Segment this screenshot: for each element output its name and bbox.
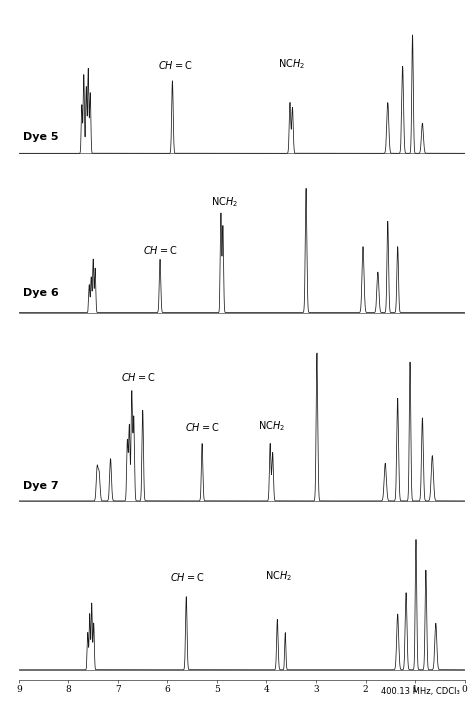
Text: $\mathit{CH}$$=$C: $\mathit{CH}$$=$C xyxy=(185,421,219,433)
Text: $\mathit{CH}$$=$C: $\mathit{CH}$$=$C xyxy=(120,372,155,383)
Text: Dye 7: Dye 7 xyxy=(23,481,59,491)
Text: 400.13 MHz, CDCl₃: 400.13 MHz, CDCl₃ xyxy=(381,687,460,696)
Text: NC$\mathit{H_2}$: NC$\mathit{H_2}$ xyxy=(211,195,238,209)
Text: NC$\mathit{H_2}$: NC$\mathit{H_2}$ xyxy=(265,570,292,583)
Text: 250.13 MHz, CDCl₃: 250.13 MHz, CDCl₃ xyxy=(381,521,460,530)
Text: $\mathit{CH}$$=$C: $\mathit{CH}$$=$C xyxy=(170,572,204,583)
Text: $\mathit{CH}$$=$C: $\mathit{CH}$$=$C xyxy=(158,59,192,71)
Text: Dye 6: Dye 6 xyxy=(23,288,59,298)
Text: $\mathit{CH}$$=$C: $\mathit{CH}$$=$C xyxy=(143,243,177,256)
Text: NC$\mathit{H_2}$: NC$\mathit{H_2}$ xyxy=(278,58,305,71)
Text: NC$\mathit{H_2}$: NC$\mathit{H_2}$ xyxy=(258,419,285,433)
Text: 400.13 MHz, DMSO-d₆: 400.13 MHz, DMSO-d₆ xyxy=(367,329,460,338)
Text: Dye 5: Dye 5 xyxy=(23,132,59,143)
Text: 250.13 MHz, CDCl₃: 250.13 MHz, CDCl₃ xyxy=(381,169,460,178)
